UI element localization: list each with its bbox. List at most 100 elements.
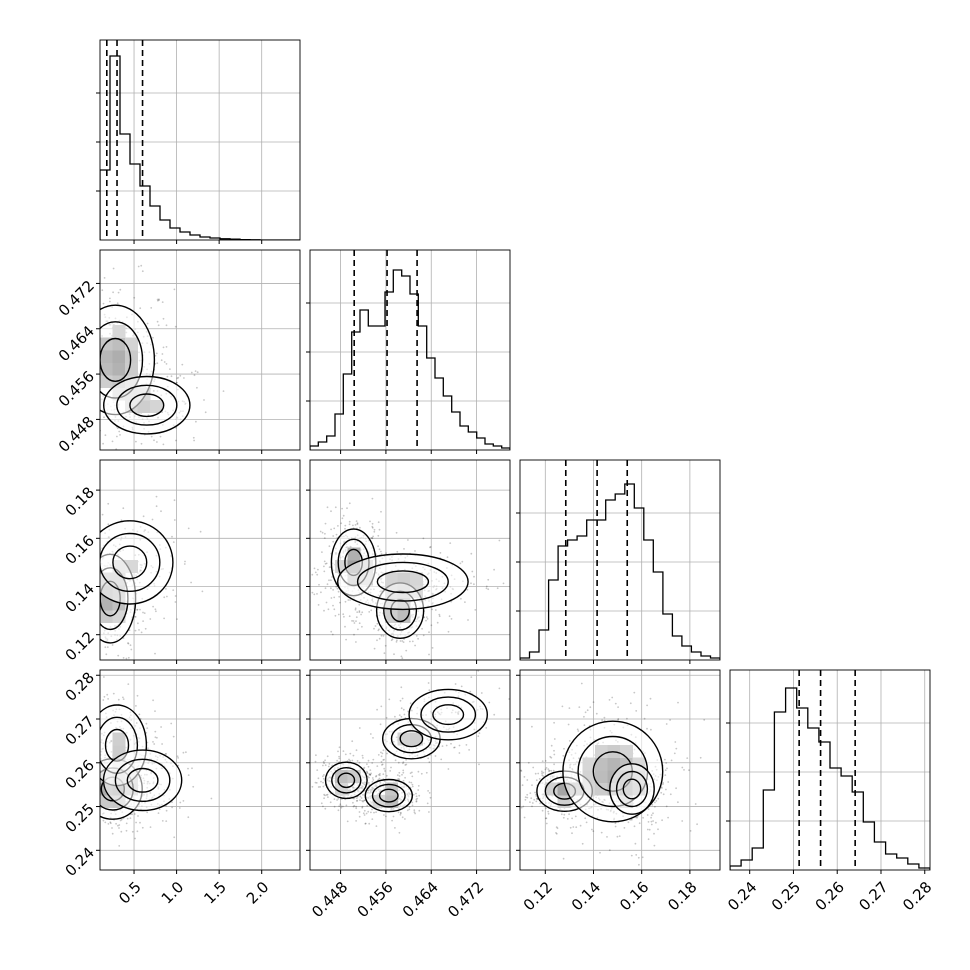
scatter-point: [90, 606, 92, 608]
scatter-point: [328, 579, 330, 582]
panel-frame: [519, 669, 721, 871]
scatter-point: [517, 773, 519, 775]
scatter-point: [403, 713, 406, 716]
scatter-point: [370, 537, 373, 539]
scatter-point: [154, 730, 157, 733]
scatter-point: [204, 411, 207, 414]
scatter-point: [62, 423, 64, 425]
scatter-point: [101, 513, 104, 516]
scatter-point: [333, 596, 336, 599]
scatter-point: [165, 363, 168, 365]
scatter-point: [450, 618, 453, 620]
scatter-point: [98, 396, 100, 398]
scatter-point: [361, 611, 364, 614]
scatter-point: [373, 627, 375, 630]
scatter-point: [581, 842, 584, 845]
scatter-point: [458, 744, 461, 747]
scatter-point: [384, 644, 387, 647]
scatter-point: [90, 609, 92, 611]
scatter-point: [371, 526, 374, 529]
scatter-point: [116, 302, 119, 305]
scatter-point: [535, 779, 538, 782]
scatter-point: [413, 809, 416, 812]
scatter-point: [366, 763, 368, 766]
scatter-point: [677, 801, 679, 804]
scatter-point: [79, 841, 81, 843]
scatter-point: [575, 826, 578, 829]
scatter-point: [106, 646, 109, 648]
scatter-point: [93, 784, 95, 786]
scatter-point: [362, 794, 364, 796]
scatter-point: [487, 588, 490, 591]
y-tick-label: 0.18: [62, 483, 98, 519]
scatter-point: [683, 769, 685, 771]
scatter-point: [355, 749, 358, 752]
scatter-point: [174, 595, 177, 597]
scatter-point: [131, 661, 133, 663]
scatter-point: [137, 622, 139, 625]
y-tick-label: 0.16: [62, 532, 98, 568]
scatter-point: [190, 581, 193, 584]
scatter-point: [173, 519, 176, 521]
scatter-point: [127, 683, 130, 685]
scatter-point: [321, 551, 323, 553]
scatter-point: [146, 811, 149, 814]
scatter-point: [469, 690, 472, 693]
scatter-point: [139, 608, 141, 611]
scatter-point: [142, 515, 145, 518]
scatter-point: [403, 548, 405, 550]
scatter-point: [448, 615, 451, 618]
scatter-point: [378, 528, 381, 531]
scatter-point: [614, 822, 617, 825]
x-tick-label: 0.464: [399, 878, 442, 921]
x-tick-label: 0.472: [444, 878, 487, 921]
scatter-point: [339, 601, 341, 604]
scatter-point: [95, 801, 97, 803]
scatter-point: [561, 705, 564, 708]
contour-ring: [114, 758, 171, 802]
scatter-point: [93, 690, 95, 692]
scatter-point: [183, 377, 185, 379]
scatter-point: [96, 573, 98, 575]
scatter-point: [351, 759, 354, 762]
scatter-point: [526, 796, 529, 799]
scatter-point: [93, 780, 95, 782]
scatter-point: [347, 599, 350, 601]
scatter-point: [90, 796, 92, 798]
scatter-point: [65, 365, 67, 367]
scatter-point: [68, 370, 70, 372]
scatter-point: [426, 802, 429, 805]
scatter-point: [485, 587, 488, 590]
scatter-point: [97, 386, 99, 388]
scatter-point: [373, 647, 376, 650]
scatter-point: [318, 583, 320, 586]
scatter-point: [90, 358, 92, 360]
scatter-point: [355, 807, 358, 810]
scatter-point: [109, 300, 111, 303]
scatter-point: [92, 574, 94, 576]
scatter-point: [98, 350, 100, 352]
scatter-point: [135, 821, 138, 824]
scatter-point: [634, 842, 637, 845]
scatter-point: [417, 789, 420, 791]
scatter-point: [541, 770, 543, 773]
scatter-point: [141, 826, 144, 829]
contour-ring: [331, 767, 362, 794]
scatter-point: [190, 371, 193, 374]
scatter-point: [603, 716, 606, 719]
scatter-point: [571, 832, 573, 835]
scatter-point: [342, 514, 345, 517]
scatter-point: [84, 362, 86, 364]
scatter-point: [356, 760, 359, 762]
scatter-point: [79, 751, 81, 753]
scatter-point: [654, 805, 656, 808]
scatter-point: [153, 743, 156, 745]
scatter-point: [152, 605, 155, 608]
scatter-point: [203, 399, 205, 401]
scatter-point: [703, 719, 706, 721]
scatter-point: [177, 757, 180, 759]
scatter-point: [474, 609, 477, 611]
scatter-point: [393, 653, 395, 656]
scatter-point: [541, 772, 543, 775]
panel-frame: [309, 459, 511, 661]
